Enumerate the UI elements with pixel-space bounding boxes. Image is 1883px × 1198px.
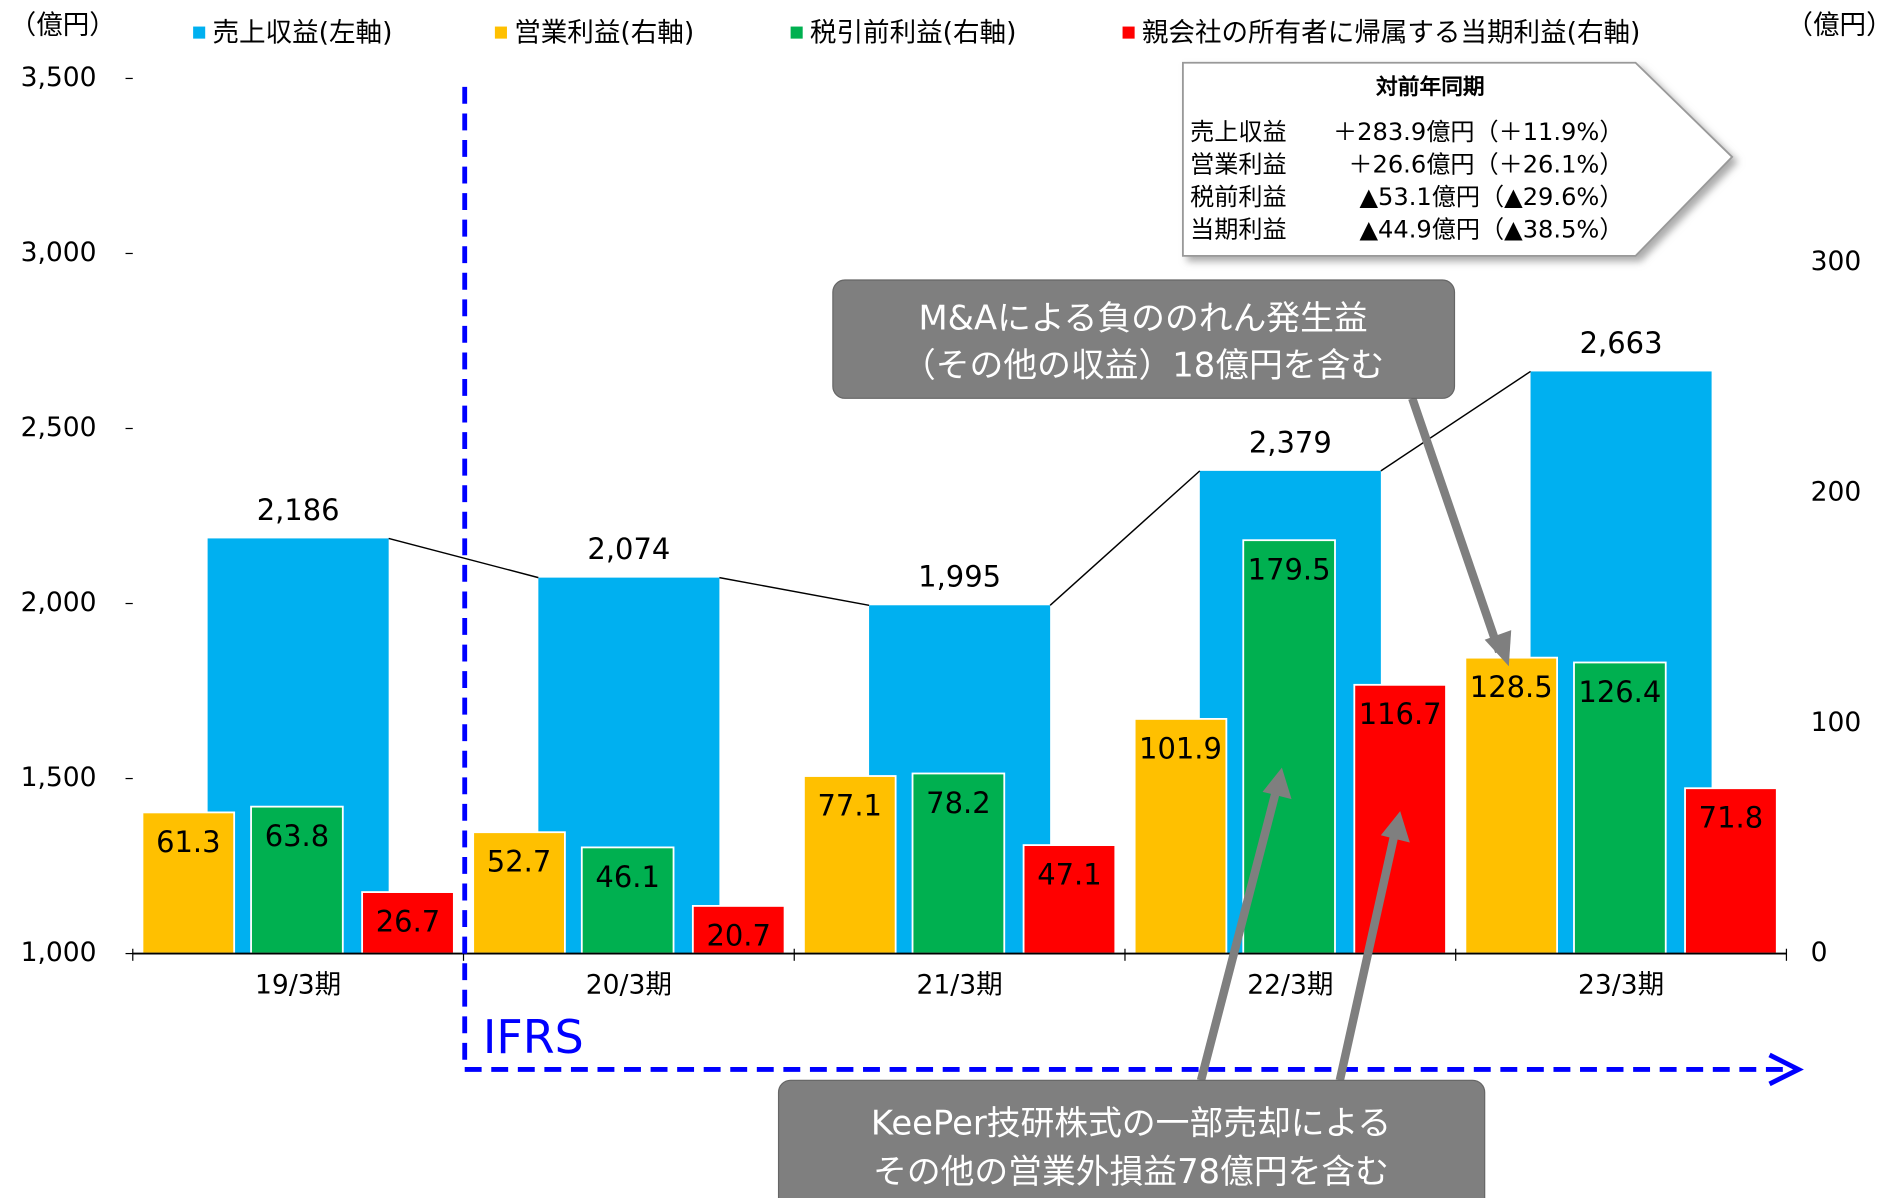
bar (250, 805, 344, 955)
summary-rows: 売上収益 ＋283.9億円（＋11.9%） 営業利益 ＋26.6億円（＋26.1%） 税… (1190, 118, 1623, 244)
callout-box (777, 1079, 1486, 1198)
callout-arrowhead (1484, 630, 1512, 667)
callout-arrow (1196, 785, 1282, 1082)
connector (1049, 470, 1201, 606)
value-label: 20.7 (706, 918, 770, 952)
plot: 1,000 1,500 2,000 2,500 3,000 3,500 0 100 200 300… (21, 17, 1862, 1000)
bar (1684, 787, 1778, 955)
y2-tick-label: 0 (1811, 937, 1828, 968)
callout-arrow (1335, 829, 1400, 1082)
value-label: 71.8 (1699, 801, 1763, 835)
connector (1380, 370, 1531, 472)
summary-label: 営業利益 (1190, 150, 1287, 178)
summary-value: ▲44.9億円（▲38.5%） (1360, 216, 1624, 244)
value-label: 2,663 (1580, 326, 1663, 360)
bar (911, 772, 1006, 955)
connector (719, 576, 870, 606)
x-tick-label: 21/3期 (917, 970, 1003, 1001)
y2-tick-label: 300 (1811, 246, 1862, 277)
value-label: 116.7 (1359, 697, 1442, 731)
value-label: 126.4 (1578, 675, 1661, 709)
bar (1573, 661, 1667, 955)
legend-label: 営業利益(右軸) (514, 17, 694, 48)
x-tick-label: 20/3期 (586, 970, 672, 1001)
y-axis-label: （億円） (10, 10, 116, 41)
bar (802, 775, 897, 955)
summary-box (1182, 61, 1734, 257)
value-label: 179.5 (1248, 553, 1331, 587)
value-label: 2,186 (257, 493, 340, 527)
callout-text: その他の営業外損益78億円を含む (873, 1152, 1389, 1191)
legend-swatch (193, 26, 206, 39)
legend-label: 売上収益(左軸) (212, 17, 392, 48)
callout-box (832, 279, 1456, 399)
legend-label: 親会社の所有者に帰属する当期利益(右軸) (1142, 17, 1641, 48)
value-label: 47.1 (1037, 857, 1101, 891)
summary-label: 売上収益 (1190, 118, 1287, 146)
x-tick-label: 19/3期 (255, 970, 341, 1001)
value-label: 2,074 (587, 532, 670, 566)
callout-text: （その他の収益）18億円を含む (902, 345, 1384, 384)
y-tick-label: 1,500 (21, 762, 97, 793)
y-tick-label: 3,000 (21, 237, 97, 268)
value-label: 101.9 (1139, 731, 1222, 765)
value-label: 26.7 (376, 904, 440, 938)
summary-label: 税前利益 (1190, 183, 1287, 211)
x-tick-label: 22/3期 (1247, 970, 1333, 1001)
callout-text: KeePer技研株式の一部売却による (871, 1103, 1391, 1142)
legend-swatch (494, 26, 507, 39)
legend-label: 税引前利益(右軸) (810, 17, 1017, 48)
value-label: 128.5 (1470, 670, 1553, 704)
bar (1242, 539, 1336, 955)
legend-swatch (790, 26, 803, 39)
value-label: 52.7 (487, 845, 551, 879)
callout-arrowhead (1262, 767, 1292, 800)
value-label: 78.2 (926, 786, 990, 820)
summary-value: ＋283.9億円（＋11.9%） (1333, 118, 1623, 146)
callout-arrow (1408, 396, 1504, 654)
connector (388, 537, 539, 579)
summary-title: 対前年同期 (1376, 74, 1485, 100)
summary-label: 当期利益 (1190, 216, 1287, 244)
summary-value: ▲53.1億円（▲29.6%） (1360, 183, 1624, 211)
y-tick-label: 1,000 (21, 937, 97, 968)
y-tick-label: 3,500 (21, 62, 97, 93)
y-tick-label: 2,500 (21, 412, 97, 443)
value-label: 77.1 (818, 788, 882, 822)
y-tick-label: 2,000 (21, 587, 97, 618)
value-label: 61.3 (156, 825, 220, 859)
y2-tick-label: 100 (1811, 707, 1862, 738)
value-label: 1,995 (918, 560, 1001, 594)
value-label: 46.1 (595, 860, 659, 894)
value-label: 2,379 (1249, 425, 1332, 459)
value-label: 63.8 (265, 819, 329, 853)
callout-arrowhead (1380, 811, 1410, 843)
legend-swatch (1122, 26, 1135, 39)
summary-value: ＋26.6億円（＋26.1%） (1348, 150, 1623, 178)
callout-text: M&Aによる負ののれん発生益 (918, 298, 1367, 337)
x-tick-label: 23/3期 (1578, 970, 1664, 1001)
ifrs-arrow (1768, 1052, 1804, 1087)
ifrs-label: IFRS (483, 1010, 584, 1064)
bar (1464, 656, 1559, 955)
y2-tick-label: 200 (1811, 476, 1862, 507)
y2-axis-label: （億円） (1786, 10, 1883, 41)
